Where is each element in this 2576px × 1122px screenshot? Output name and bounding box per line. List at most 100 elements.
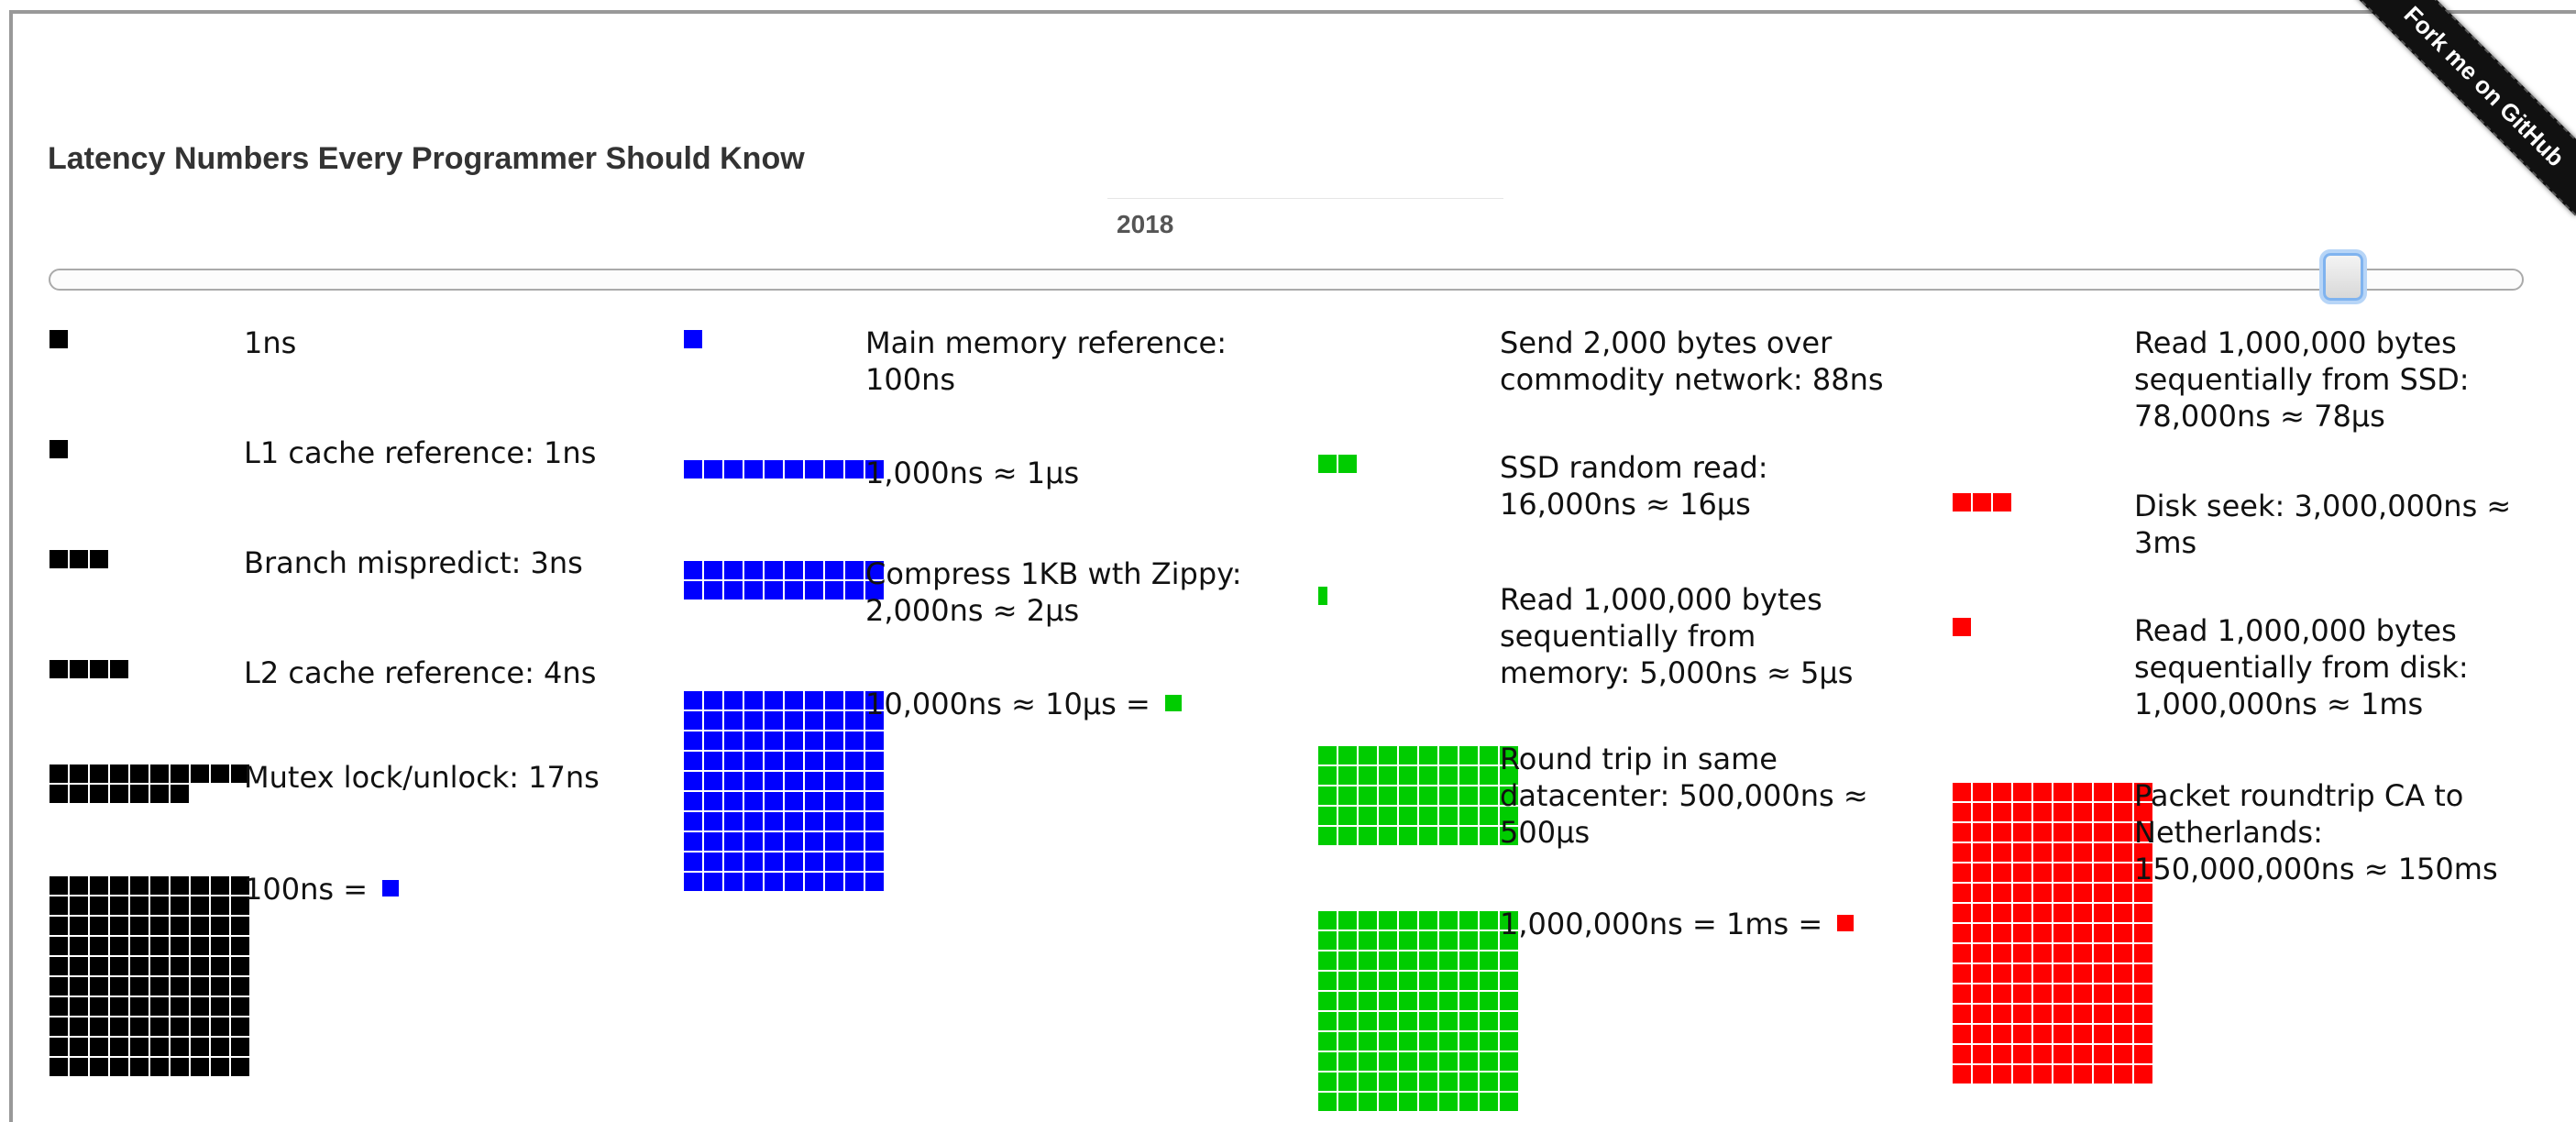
latency-square: [1973, 1065, 1991, 1084]
latency-square: [865, 561, 884, 579]
latency-square: [2053, 843, 2072, 862]
latency-square: [70, 957, 88, 975]
latency-square: [150, 957, 169, 975]
latency-square: [744, 752, 763, 770]
latency-square: [1993, 1005, 2011, 1023]
equals-unit-square: [1837, 915, 1855, 931]
year-slider-thumb[interactable]: [2322, 253, 2363, 301]
latency-square: [805, 732, 823, 750]
latency-square: [50, 785, 68, 803]
latency-square: [130, 977, 149, 996]
latency-square: [70, 977, 88, 996]
latency-square: [1419, 1032, 1437, 1050]
latency-square: [1379, 911, 1397, 930]
latency-square: [1953, 1025, 1971, 1043]
year-slider-track[interactable]: [49, 269, 2524, 291]
latency-square: [1500, 1093, 1518, 1111]
latency-square: [1359, 972, 1377, 990]
latency-square: [1318, 786, 1337, 805]
latency-square: [2094, 984, 2112, 1003]
latency-label: Send 2,000 bytes over commodity network:…: [1500, 324, 1885, 398]
latency-square: [704, 832, 722, 851]
latency-square: [171, 1018, 189, 1036]
latency-square: [2094, 924, 2112, 942]
latency-square: [865, 711, 884, 730]
latency-square: [1359, 911, 1377, 930]
latency-square: [2134, 1025, 2152, 1043]
latency-square: [1338, 746, 1357, 764]
latency-square: [865, 873, 884, 891]
latency-square: [1459, 807, 1478, 825]
latency-square: [724, 852, 743, 871]
latency-square: [785, 581, 803, 600]
latency-square: [1318, 1072, 1337, 1091]
year-display: 2018: [1107, 198, 1503, 246]
latency-square: [1973, 904, 1991, 922]
latency-square: [70, 660, 88, 678]
latency-square: [171, 957, 189, 975]
latency-square: [171, 917, 189, 935]
latency-square: [1500, 746, 1518, 764]
latency-square: [2114, 904, 2132, 922]
latency-label: Disk seek: 3,000,000ns ≈ 3ms: [2134, 488, 2519, 561]
latency-square: [684, 691, 702, 710]
latency-square: [2134, 864, 2152, 882]
latency-square: [2074, 823, 2092, 842]
latency-square: [50, 1038, 68, 1056]
latency-square: [1500, 911, 1518, 930]
github-ribbon-label[interactable]: Fork me on GitHub: [2354, 0, 2576, 216]
latency-square: [1459, 911, 1478, 930]
latency-square: [2053, 864, 2072, 882]
latency-square: [90, 937, 108, 955]
latency-square: [2033, 924, 2052, 942]
latency-square: [1419, 1012, 1437, 1030]
latency-square: [724, 832, 743, 851]
latency-square: [845, 711, 864, 730]
latency-square: [825, 832, 843, 851]
latency-square: [2033, 1005, 2052, 1023]
latency-label: 1,000ns ≈ 1μs: [865, 455, 1250, 491]
latency-square: [2134, 904, 2152, 922]
latency-square: [1480, 911, 1498, 930]
latency-square: [211, 876, 229, 895]
latency-square: [2013, 823, 2031, 842]
latency-square: [744, 561, 763, 579]
latency-square: [1993, 944, 2011, 962]
latency-square: [211, 764, 229, 783]
latency-label-text: L1 cache reference: 1ns: [244, 435, 597, 470]
latency-square: [2053, 783, 2072, 801]
latency-square: [805, 711, 823, 730]
latency-square: [684, 330, 702, 348]
latency-square: [1419, 1093, 1437, 1111]
latency-square: [1399, 766, 1417, 785]
latency-square: [684, 772, 702, 790]
latency-label: Branch mispredict: 3ns: [244, 544, 629, 581]
latency-square: [2074, 884, 2092, 902]
latency-square: [1973, 984, 1991, 1003]
latency-square: [1419, 931, 1437, 950]
latency-square: [744, 812, 763, 830]
latency-label: Read 1,000,000 bytes sequentially from S…: [2134, 324, 2519, 434]
latency-square: [130, 1038, 149, 1056]
latency-square: [865, 460, 884, 478]
latency-label-text: Read 1,000,000 bytes sequentially from d…: [2134, 613, 2469, 721]
latency-square: [744, 460, 763, 478]
latency-square: [765, 581, 783, 600]
latency-square: [1500, 1032, 1518, 1050]
github-ribbon[interactable]: Fork me on GitHub: [2338, 0, 2576, 238]
latency-square: [1439, 1012, 1458, 1030]
latency-square: [1953, 964, 1971, 983]
latency-square: [724, 772, 743, 790]
latency-square: [2074, 843, 2092, 862]
latency-square: [825, 792, 843, 810]
latency-square: [805, 752, 823, 770]
latency-square: [2134, 1045, 2152, 1063]
latency-square: [2013, 1005, 2031, 1023]
latency-square: [724, 691, 743, 710]
latency-square: [1379, 807, 1397, 825]
latency-square: [50, 977, 68, 996]
latency-square: [2053, 1045, 2072, 1063]
latency-label: 1ns: [244, 324, 629, 361]
latency-square: [1399, 972, 1417, 990]
latency-square: [805, 873, 823, 891]
